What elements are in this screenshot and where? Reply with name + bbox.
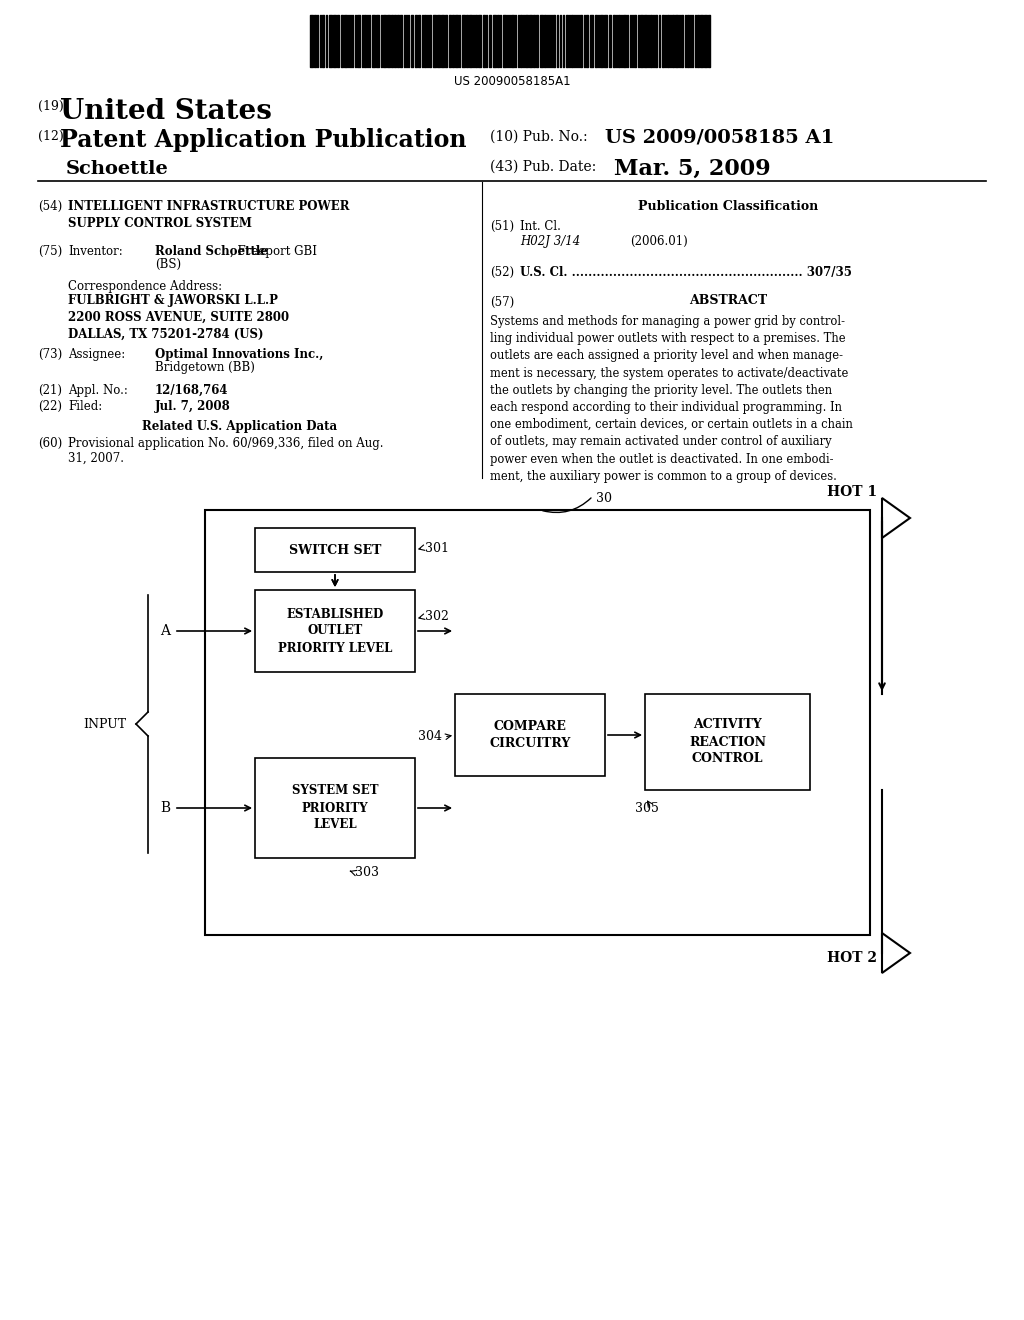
Text: Schoettle: Schoettle bbox=[66, 160, 169, 178]
Text: (73): (73) bbox=[38, 348, 62, 360]
Text: United States: United States bbox=[60, 98, 272, 125]
Text: (43) Pub. Date:: (43) Pub. Date: bbox=[490, 160, 596, 174]
Bar bbox=[255, 758, 415, 858]
Text: COMPARE
CIRCUITRY: COMPARE CIRCUITRY bbox=[489, 719, 570, 750]
Text: Roland Schoettle: Roland Schoettle bbox=[155, 246, 268, 257]
Text: SWITCH SET: SWITCH SET bbox=[289, 544, 381, 557]
Text: 301: 301 bbox=[425, 541, 449, 554]
Text: US 20090058185A1: US 20090058185A1 bbox=[454, 75, 570, 88]
Text: Int. Cl.: Int. Cl. bbox=[520, 220, 561, 234]
Text: (52): (52) bbox=[490, 267, 514, 279]
Text: Jul. 7, 2008: Jul. 7, 2008 bbox=[155, 400, 230, 413]
Text: FULBRIGHT & JAWORSKI L.L.P
2200 ROSS AVENUE, SUITE 2800
DALLAS, TX 75201-2784 (U: FULBRIGHT & JAWORSKI L.L.P 2200 ROSS AVE… bbox=[68, 294, 289, 341]
Text: INTELLIGENT INFRASTRUCTURE POWER
SUPPLY CONTROL SYSTEM: INTELLIGENT INFRASTRUCTURE POWER SUPPLY … bbox=[68, 201, 349, 230]
Text: Systems and methods for managing a power grid by control-
ling individual power : Systems and methods for managing a power… bbox=[490, 315, 853, 483]
Text: (BS): (BS) bbox=[155, 257, 181, 271]
Bar bbox=[645, 694, 810, 789]
Text: (54): (54) bbox=[38, 201, 62, 213]
Text: ABSTRACT: ABSTRACT bbox=[689, 294, 767, 308]
Bar bbox=[255, 590, 415, 672]
Bar bbox=[455, 694, 605, 776]
Text: Optimal Innovations Inc.,: Optimal Innovations Inc., bbox=[155, 348, 324, 360]
Text: Appl. No.:: Appl. No.: bbox=[68, 384, 128, 397]
Text: Patent Application Publication: Patent Application Publication bbox=[60, 128, 467, 152]
Text: (2006.01): (2006.01) bbox=[630, 235, 688, 248]
Text: Publication Classification: Publication Classification bbox=[638, 201, 818, 213]
Text: (57): (57) bbox=[490, 296, 514, 309]
Text: (75): (75) bbox=[38, 246, 62, 257]
Text: ACTIVITY
REACTION
CONTROL: ACTIVITY REACTION CONTROL bbox=[689, 718, 766, 766]
Text: (22): (22) bbox=[38, 400, 62, 413]
Text: , Freeport GBI: , Freeport GBI bbox=[230, 246, 317, 257]
Text: 12/168,764: 12/168,764 bbox=[155, 384, 228, 397]
Text: (60): (60) bbox=[38, 437, 62, 450]
Text: U.S. Cl. ........................................................ 307/35: U.S. Cl. ...............................… bbox=[520, 267, 852, 279]
Text: SYSTEM SET
PRIORITY
LEVEL: SYSTEM SET PRIORITY LEVEL bbox=[292, 784, 378, 832]
Text: (21): (21) bbox=[38, 384, 62, 397]
Text: Provisional application No. 60/969,336, filed on Aug.
31, 2007.: Provisional application No. 60/969,336, … bbox=[68, 437, 384, 465]
Text: HOT 1: HOT 1 bbox=[826, 484, 877, 499]
Text: (12): (12) bbox=[38, 129, 63, 143]
Text: Mar. 5, 2009: Mar. 5, 2009 bbox=[614, 158, 771, 180]
Text: 305: 305 bbox=[635, 801, 658, 814]
Text: B: B bbox=[160, 801, 170, 814]
Text: HOT 2: HOT 2 bbox=[827, 950, 877, 965]
Text: (10) Pub. No.:: (10) Pub. No.: bbox=[490, 129, 592, 144]
Text: Filed:: Filed: bbox=[68, 400, 102, 413]
Bar bbox=[255, 528, 415, 572]
Text: Correspondence Address:: Correspondence Address: bbox=[68, 280, 222, 293]
Bar bbox=[205, 510, 870, 935]
Text: (51): (51) bbox=[490, 220, 514, 234]
Text: Related U.S. Application Data: Related U.S. Application Data bbox=[142, 420, 338, 433]
Text: 303: 303 bbox=[355, 866, 379, 879]
Text: ESTABLISHED
OUTLET
PRIORITY LEVEL: ESTABLISHED OUTLET PRIORITY LEVEL bbox=[278, 607, 392, 655]
Text: A: A bbox=[160, 624, 170, 638]
Text: 304: 304 bbox=[418, 730, 442, 743]
Text: US 2009/0058185 A1: US 2009/0058185 A1 bbox=[605, 128, 835, 147]
Text: 30: 30 bbox=[596, 492, 612, 506]
Text: INPUT: INPUT bbox=[83, 718, 126, 730]
Text: (19): (19) bbox=[38, 100, 63, 114]
Text: Bridgetown (BB): Bridgetown (BB) bbox=[155, 360, 255, 374]
Text: Inventor:: Inventor: bbox=[68, 246, 123, 257]
Text: Assignee:: Assignee: bbox=[68, 348, 125, 360]
Text: 302: 302 bbox=[425, 610, 449, 623]
Text: H02J 3/14: H02J 3/14 bbox=[520, 235, 581, 248]
